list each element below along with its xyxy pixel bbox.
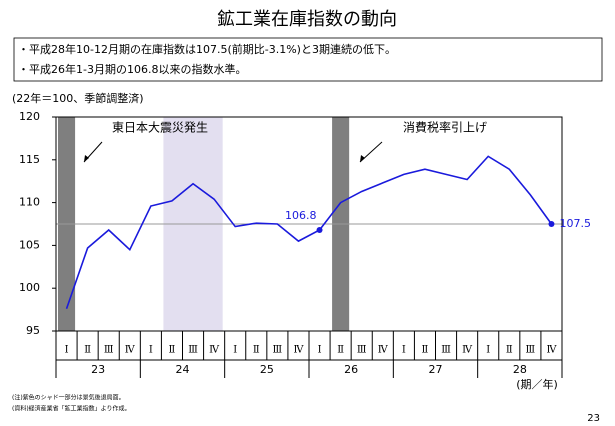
x-tick-label: Ⅲ: [357, 345, 367, 356]
x-tick-label: Ⅰ: [402, 345, 406, 356]
data-label: 107.5: [559, 217, 591, 230]
x-tick-label: Ⅰ: [233, 345, 237, 356]
arrow-head: [84, 155, 89, 162]
annotation: 消費税率引上げ: [403, 120, 487, 135]
point: [548, 221, 555, 227]
x-tick-label: Ⅲ: [526, 345, 536, 356]
unit-label: (22年＝100、季節調整済): [12, 91, 144, 105]
line: [65, 155, 553, 310]
x-tick-label: Ⅰ: [149, 345, 153, 356]
y-tick-label: 100: [19, 281, 40, 294]
plot: [56, 155, 562, 310]
x-label: (期／年): [516, 377, 558, 391]
y-tick-label: 120: [19, 110, 40, 123]
x-tick-label: Ⅱ: [337, 345, 344, 356]
x-tick-label: Ⅳ: [125, 345, 136, 356]
x-tick-label: Ⅱ: [506, 345, 513, 356]
x-tick-label: Ⅱ: [422, 345, 429, 356]
year-label: 25: [260, 363, 274, 376]
y-tick-label: 95: [26, 324, 40, 337]
x-tick-label: Ⅳ: [378, 345, 389, 356]
page-number: 23: [587, 413, 600, 424]
arrow-head: [360, 155, 365, 162]
x-tick-label: Ⅲ: [104, 345, 114, 356]
y-tick-label: 105: [19, 238, 40, 251]
x-tick-label: Ⅲ: [441, 345, 451, 356]
x-tick-label: Ⅳ: [462, 345, 473, 356]
x-tick-label: Ⅳ: [209, 345, 220, 356]
x-tick-label: Ⅰ: [486, 345, 490, 356]
x-tick-label: Ⅳ: [293, 345, 304, 356]
year-label: 23: [91, 363, 105, 376]
x-tick-label: Ⅱ: [84, 345, 91, 356]
data-label: 106.8: [285, 209, 317, 222]
x-tick-label: Ⅰ: [318, 345, 322, 356]
bullet: ・平成28年10-12月期の在庫指数は107.5(前期比-3.1%)と3期連続の…: [18, 42, 396, 56]
point: [316, 226, 323, 233]
chart-title: 鉱工業在庫指数の動向: [217, 9, 397, 30]
y-tick-label: 110: [19, 196, 40, 209]
x-tick-label: Ⅳ: [546, 345, 557, 356]
bullet: ・平成26年1-3月期の106.8以来の指数水準。: [18, 62, 246, 76]
y-tick-label: 115: [19, 153, 40, 166]
note: (資料)経済産業省「鉱工業指数」より作成。: [12, 405, 131, 413]
x-tick-label: Ⅲ: [273, 345, 283, 356]
year-label: 28: [513, 363, 527, 376]
year-label: 27: [429, 363, 443, 376]
year-label: 26: [344, 363, 358, 376]
year-label: 24: [176, 363, 190, 376]
x-tick-label: Ⅲ: [188, 345, 198, 356]
x-tick-label: Ⅱ: [169, 345, 176, 356]
note: (注)紫色のシャド一部分は景気後退局面。: [12, 394, 125, 402]
bullet-box: [13, 37, 603, 82]
x-tick-label: Ⅰ: [65, 345, 69, 356]
annotation: 東日本大震災発生: [112, 121, 208, 135]
x-tick-label: Ⅱ: [253, 345, 260, 356]
